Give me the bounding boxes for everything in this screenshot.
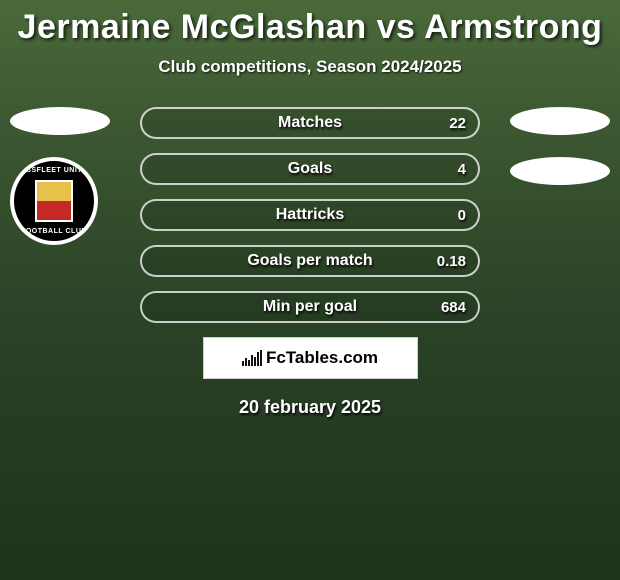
stat-label: Goals [288,160,332,178]
right-club-oval [510,157,610,185]
brand-badge[interactable]: FcTables.com [203,337,418,379]
stat-label: Hattricks [276,206,344,224]
stat-right-value: 0.18 [437,253,466,270]
comparison-content: EBBSFLEET UNITED FOOTBALL CLUB Matches 2… [0,107,620,418]
chart-icon [242,350,262,366]
left-player-avatar [10,107,110,135]
subtitle: Club competitions, Season 2024/2025 [0,57,620,77]
club-badge-shield [35,180,73,222]
stat-row-matches: Matches 22 [140,107,480,139]
stat-row-hattricks: Hattricks 0 [140,199,480,231]
stat-label: Matches [278,114,342,132]
stat-row-mpg: Min per goal 684 [140,291,480,323]
stat-label: Goals per match [247,252,372,270]
page-title: Jermaine McGlashan vs Armstrong [0,0,620,47]
stat-right-value: 22 [449,115,466,132]
snapshot-date: 20 february 2025 [0,397,620,418]
club-name-top: EBBSFLEET UNITED [15,167,93,174]
right-player-avatar [510,107,610,135]
brand-text: FcTables.com [266,348,378,368]
right-player-column [510,107,610,207]
stat-label: Min per goal [263,298,357,316]
left-club-badge: EBBSFLEET UNITED FOOTBALL CLUB [10,157,98,245]
stat-right-value: 0 [458,207,466,224]
stat-right-value: 684 [441,299,466,316]
stat-row-goals: Goals 4 [140,153,480,185]
stat-row-gpm: Goals per match 0.18 [140,245,480,277]
left-player-column: EBBSFLEET UNITED FOOTBALL CLUB [10,107,110,245]
stat-right-value: 4 [458,161,466,178]
stats-table: Matches 22 Goals 4 Hattricks 0 Goals per… [140,107,480,323]
club-name-bottom: FOOTBALL CLUB [21,228,87,235]
